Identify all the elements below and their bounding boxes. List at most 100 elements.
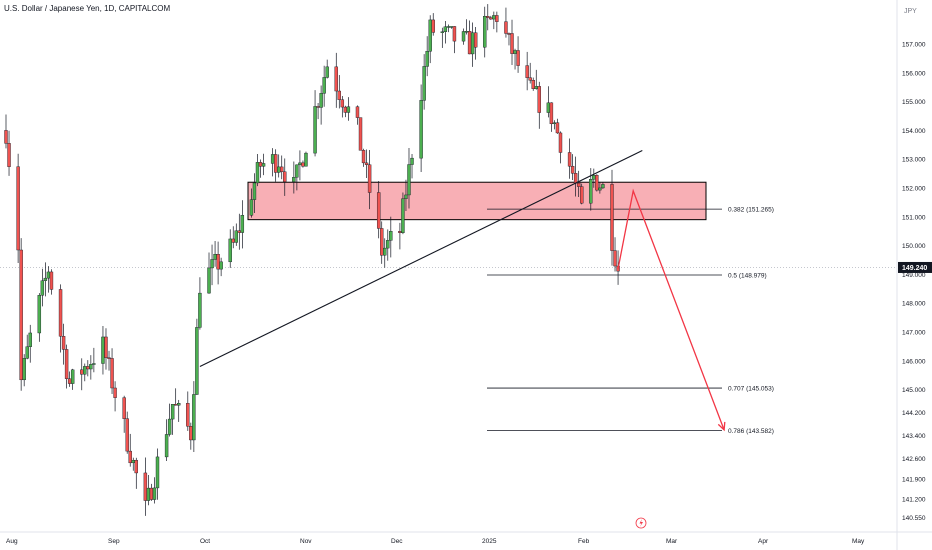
candle-body-52 xyxy=(228,238,232,263)
candle-body-41 xyxy=(177,402,181,406)
x-tick-label-9: May xyxy=(852,538,865,545)
candle-body-49 xyxy=(213,254,217,260)
candle-body-1 xyxy=(7,143,11,167)
candle-body-35 xyxy=(152,487,157,500)
y-tick-label-0: 157.000 xyxy=(902,42,926,49)
projection-path xyxy=(617,188,725,431)
candle-body-69 xyxy=(298,162,302,166)
candle-body-95 xyxy=(407,164,411,196)
candle-body-127 xyxy=(546,102,551,113)
candle-body-71 xyxy=(304,152,308,167)
y-tick-label-5: 152.000 xyxy=(902,185,926,192)
candle-body-6 xyxy=(28,332,32,347)
candle-body-2 xyxy=(16,166,20,251)
candle-body-53 xyxy=(231,238,235,243)
candle-body-109 xyxy=(467,31,472,55)
x-tick-label-4: Dec xyxy=(391,538,403,545)
candle-body-121 xyxy=(516,50,520,66)
candle-body-113 xyxy=(486,16,490,18)
candle-body-96 xyxy=(410,157,414,165)
candle-body-58 xyxy=(252,182,257,200)
y-tick-label-16: 141.900 xyxy=(902,476,926,483)
y-tick-label-14: 143.400 xyxy=(902,433,926,440)
candle-body-9 xyxy=(43,277,48,281)
y-tick-label-1: 156.000 xyxy=(902,70,926,77)
candle-body-48 xyxy=(210,259,214,269)
candle-body-10 xyxy=(46,271,51,279)
event-marker-icon xyxy=(635,517,647,529)
candle-body-123 xyxy=(528,77,532,81)
candle-body-114 xyxy=(489,17,493,20)
x-tick-label-6: Feb xyxy=(578,538,590,545)
candle-body-128 xyxy=(549,102,554,125)
candle-body-122 xyxy=(525,65,529,78)
candle-body-84 xyxy=(361,150,366,164)
candle-body-16 xyxy=(70,369,75,384)
candle-body-77 xyxy=(334,66,338,92)
y-tick-label-6: 151.000 xyxy=(902,214,926,221)
candle-body-101 xyxy=(431,19,435,33)
candle-body-46 xyxy=(198,292,202,328)
candle-body-37 xyxy=(164,434,169,458)
candle-body-31 xyxy=(134,459,138,474)
candle-body-38 xyxy=(167,418,172,435)
candle-body-47 xyxy=(207,267,211,294)
y-tick-label-10: 147.000 xyxy=(902,329,926,336)
candle-body-79 xyxy=(340,99,345,108)
candle-body-130 xyxy=(555,122,560,134)
x-tick-label-0: Aug xyxy=(6,538,18,545)
candle-body-15 xyxy=(67,378,72,384)
candle-body-64 xyxy=(277,166,281,173)
candle-body-28 xyxy=(125,418,129,452)
x-tick-label-2: Oct xyxy=(200,538,210,545)
y-tick-label-18: 140.550 xyxy=(902,515,926,522)
candle-body-140 xyxy=(598,187,602,191)
fib-label-2: 0.707 (145.053) xyxy=(728,386,774,393)
candle-body-43 xyxy=(189,426,193,441)
y-tick-label-15: 142.600 xyxy=(902,456,926,463)
candle-body-42 xyxy=(186,402,190,427)
candle-body-138 xyxy=(592,175,596,180)
candle-body-104 xyxy=(446,26,451,28)
candle-body-26 xyxy=(113,387,117,398)
candle-body-44 xyxy=(192,394,196,441)
candle-body-23 xyxy=(104,336,108,358)
candle-body-4 xyxy=(22,358,26,381)
candle-body-75 xyxy=(322,77,326,94)
y-tick-label-9: 148.000 xyxy=(902,301,926,308)
candle-body-136 xyxy=(580,186,584,204)
candle-body-55 xyxy=(237,230,242,233)
candle-body-98 xyxy=(422,66,426,101)
candle-body-107 xyxy=(461,31,466,42)
candle-body-11 xyxy=(49,271,54,290)
x-tick-label-1: Sep xyxy=(108,538,120,545)
candle-body-86 xyxy=(367,164,372,193)
candle-body-108 xyxy=(464,31,469,33)
candle-body-134 xyxy=(573,173,578,184)
candle-body-51 xyxy=(219,261,223,270)
candle-body-57 xyxy=(249,199,254,216)
x-tick-label-7: Mar xyxy=(666,538,678,545)
candle-body-83 xyxy=(358,117,363,151)
y-tick-label-12: 145.000 xyxy=(902,387,926,394)
x-tick-label-8: Apr xyxy=(758,538,769,545)
candle-body-97 xyxy=(419,100,423,159)
candle-body-120 xyxy=(513,50,517,54)
candle-body-40 xyxy=(173,404,178,406)
candle-body-133 xyxy=(570,165,575,174)
candle-body-137 xyxy=(589,179,593,204)
candle-body-54 xyxy=(234,230,238,243)
resistance-zone-layer xyxy=(247,181,707,221)
candle-body-33 xyxy=(146,487,151,501)
candle-body-139 xyxy=(595,175,599,191)
candle-body-70 xyxy=(301,162,305,167)
candle-body-0 xyxy=(4,130,8,144)
candle-body-20 xyxy=(89,364,93,370)
lightning-icon xyxy=(639,519,643,527)
candle-body-65 xyxy=(280,166,284,172)
price-axis-layer: JPY 157.000 156.000 155.000 154.000 153.000 15… xyxy=(898,8,932,522)
candle-body-76 xyxy=(325,66,329,78)
